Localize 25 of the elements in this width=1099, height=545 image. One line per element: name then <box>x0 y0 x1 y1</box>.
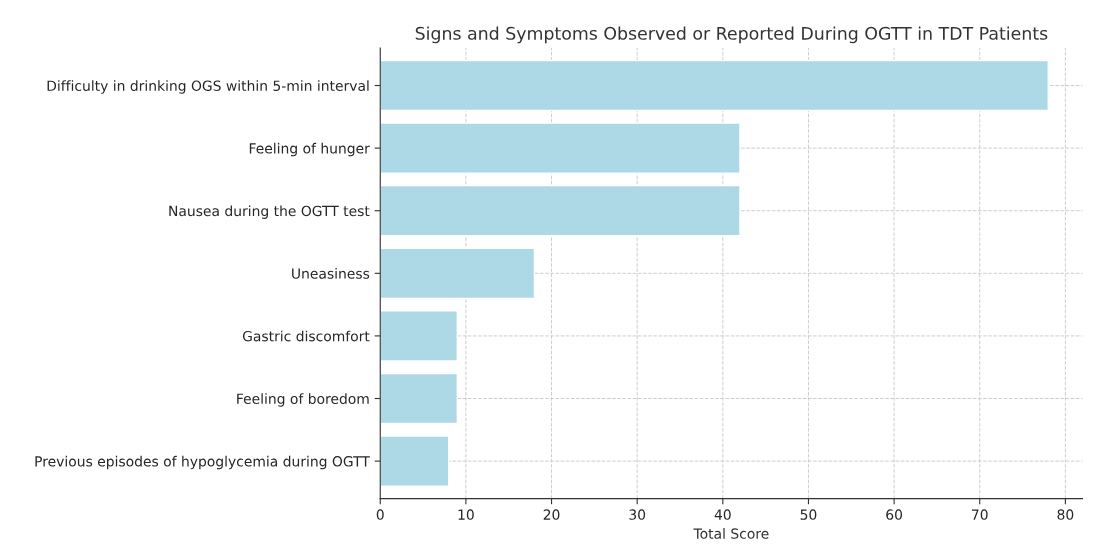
y-tick-label: Nausea during the OGTT test <box>169 205 370 219</box>
x-tick-label: 70 <box>972 509 988 520</box>
y-tick-label: Previous episodes of hypoglycemia during OGTT <box>35 455 370 470</box>
y-tick-label: Feeling of hunger <box>249 142 370 157</box>
x-tick-label: 20 <box>543 509 560 520</box>
x-tick-label: 40 <box>714 509 731 520</box>
x-tick-label: 30 <box>629 509 646 520</box>
bar <box>380 372 459 425</box>
x-tick-label: 60 <box>886 509 903 520</box>
bar <box>380 310 459 362</box>
x-tick-label: 80 <box>1057 509 1074 520</box>
bar <box>380 122 741 174</box>
bar <box>380 184 741 237</box>
y-tick-label: Difficulty in drinking OGS within 5-min interval <box>47 80 369 94</box>
y-tick-label: Feeling of boredom <box>237 393 369 407</box>
x-tick-label: 50 <box>800 509 817 520</box>
bar <box>380 435 450 487</box>
chart-title: Signs and Symptoms Observed or Reported During OGTT in TDT Patients <box>415 26 1048 44</box>
bar <box>380 59 1049 112</box>
y-tick-label: Uneasiness <box>292 268 370 279</box>
x-tick-label: 0 <box>376 509 384 520</box>
x-tick-label: 10 <box>458 509 474 520</box>
bar <box>380 247 536 300</box>
y-tick-label: Gastric discomfort <box>242 330 370 342</box>
x-axis-title: Total Score <box>693 528 769 539</box>
